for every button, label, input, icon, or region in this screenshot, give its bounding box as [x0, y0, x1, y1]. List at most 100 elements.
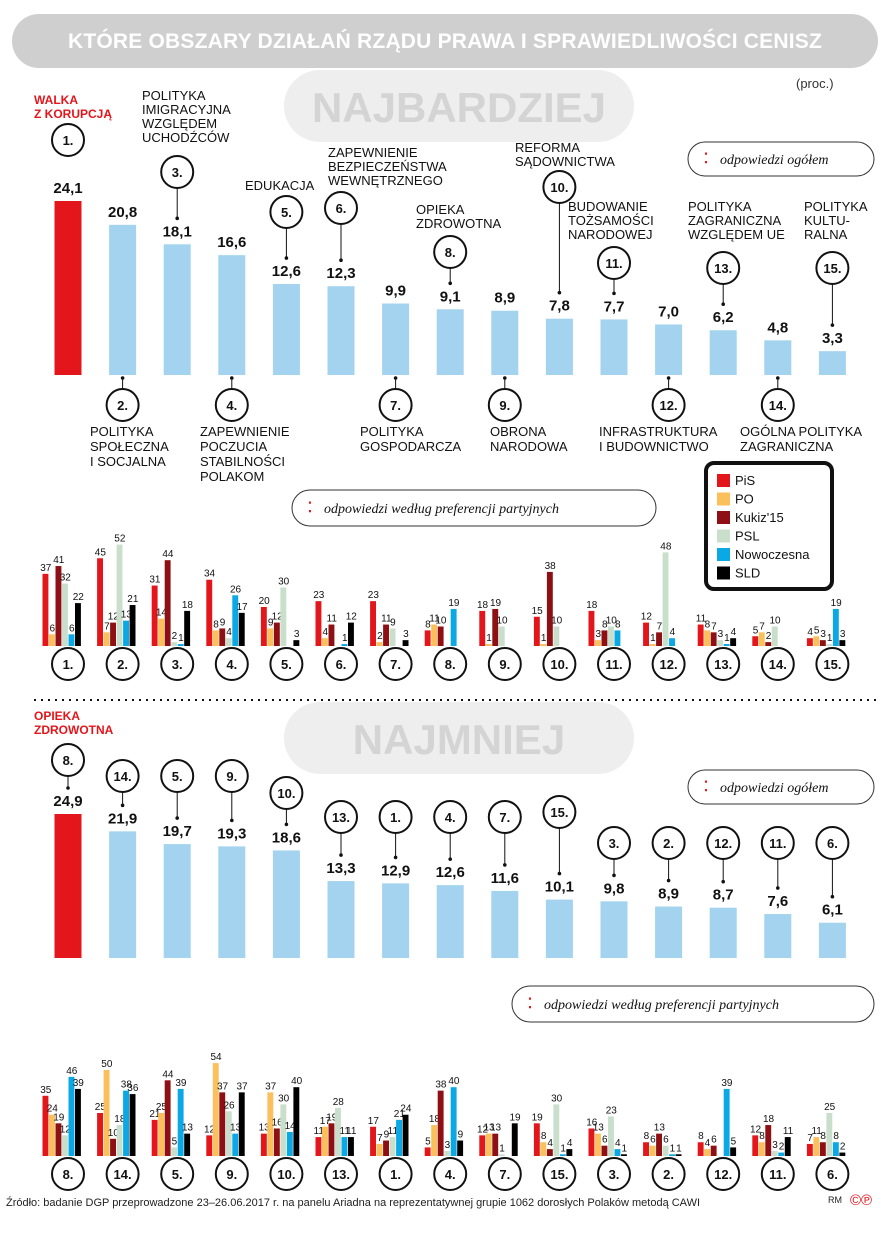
party-bar — [286, 1131, 293, 1156]
party-value-label: 12 — [272, 612, 284, 623]
category-number-bottom-label: 1. — [390, 1167, 401, 1182]
party-bar — [771, 626, 778, 646]
party-value-label: 21 — [127, 594, 139, 605]
party-value-label: 39 — [175, 1078, 187, 1089]
party-bar — [389, 628, 396, 646]
party-bar — [730, 638, 737, 646]
overall-value-label: 12,6 — [436, 864, 465, 881]
legend-overall-bottom-icon: ⁚ — [704, 778, 708, 794]
party-value-label: 12 — [60, 1124, 72, 1135]
party-bar — [383, 1140, 389, 1156]
party-value-label: 1 — [486, 633, 492, 644]
party-bar — [49, 634, 55, 646]
category-number-label: 2. — [117, 398, 128, 413]
party-value-label: 4 — [567, 1138, 573, 1149]
party-value-label: 46 — [66, 1066, 78, 1077]
category-connector-dot — [666, 878, 671, 883]
legend-box — [704, 461, 834, 591]
party-bar — [158, 1113, 165, 1156]
party-bar — [402, 640, 409, 646]
party-bar — [383, 624, 389, 646]
overall-bar — [163, 844, 191, 958]
category-connector-dot — [830, 894, 835, 899]
party-bar — [396, 1119, 402, 1156]
party-value-label: 2 — [840, 1142, 846, 1153]
party-bar — [601, 1145, 608, 1156]
category-number-label: 11. — [769, 836, 786, 851]
party-bar — [717, 640, 724, 646]
party-bar — [771, 1150, 778, 1156]
party-bar — [225, 1111, 232, 1156]
party-value-label: 4 — [322, 627, 328, 638]
title-bar — [12, 14, 878, 68]
legend-overall-top-icon: ⁚ — [704, 150, 708, 166]
party-value-label: 1 — [724, 633, 730, 644]
category-label: POLAKOM — [200, 469, 264, 484]
party-bar — [533, 616, 540, 646]
party-bar — [813, 636, 820, 646]
party-bar — [697, 1142, 704, 1156]
category-number-circle — [378, 388, 413, 422]
category-number-bottom-label: 15. — [550, 1167, 568, 1182]
legend-label: PiS — [735, 473, 756, 488]
overall-bar — [818, 351, 846, 375]
category-connector-dot — [721, 879, 725, 884]
party-bar — [832, 608, 839, 646]
party-bar — [219, 628, 226, 646]
category-number-label: 7. — [499, 810, 510, 825]
overall-bar — [163, 244, 191, 375]
category-label: SĄDOWNICTWA — [515, 154, 615, 169]
party-bar — [116, 1125, 123, 1156]
party-value-label: 11 — [696, 614, 707, 625]
party-bar — [710, 1145, 717, 1156]
party-value-label: 45 — [95, 547, 107, 558]
party-bar — [341, 1137, 348, 1156]
party-bar — [42, 573, 49, 646]
category-label: Z KORUPCJĄ — [34, 107, 112, 121]
overall-bar — [327, 286, 355, 375]
category-number-circle — [760, 388, 795, 422]
overall-bar — [272, 284, 300, 375]
party-value-label: 12 — [641, 612, 653, 623]
party-bar — [662, 1145, 669, 1156]
party-bar — [184, 1133, 191, 1156]
category-label: I BUDOWNICTWO — [599, 439, 709, 454]
category-number-circle — [269, 647, 304, 681]
category-number-circle — [487, 647, 522, 681]
party-bar — [457, 1140, 464, 1156]
party-value-label: 1 — [827, 633, 833, 644]
party-value-label: 16 — [272, 1117, 284, 1128]
party-bar — [116, 544, 123, 646]
category-number-bottom-circle — [269, 1157, 304, 1191]
party-bar — [212, 630, 219, 646]
party-value-label: 12 — [477, 1124, 489, 1135]
category-number-label: 14. — [769, 398, 787, 413]
category-label: UCHODŹCÓW — [142, 130, 230, 145]
category-label: BEZPIECZEŃSTWA — [328, 159, 447, 174]
party-bar — [533, 1123, 540, 1156]
party-bar — [129, 605, 136, 646]
party-value-label: 11 — [783, 1126, 794, 1137]
category-number-label: 10. — [277, 786, 295, 801]
section-title-top-bg — [284, 70, 634, 142]
party-bar — [62, 583, 68, 646]
legend-label: PO — [735, 492, 754, 507]
category-number-bottom-label: 9. — [226, 1167, 237, 1182]
party-bar — [498, 626, 505, 646]
party-bar — [492, 1133, 499, 1156]
category-number-circle — [51, 647, 85, 681]
overall-bar — [218, 846, 246, 958]
category-number-label: 11. — [605, 657, 622, 672]
party-value-label: 7 — [759, 621, 765, 632]
party-value-label: 3 — [718, 629, 724, 640]
category-label: ZAGRANICZNA — [688, 213, 782, 228]
category-label: REFORMA — [515, 140, 580, 155]
category-label: WZGLĘDEM — [142, 116, 217, 131]
party-value-label: 2 — [172, 631, 178, 642]
overall-value-label: 11,6 — [491, 870, 519, 887]
party-bar — [553, 1104, 560, 1156]
party-bar — [479, 1135, 486, 1156]
category-number-label: 12. — [660, 398, 678, 413]
party-bar — [614, 1149, 621, 1156]
party-bar — [348, 622, 354, 646]
